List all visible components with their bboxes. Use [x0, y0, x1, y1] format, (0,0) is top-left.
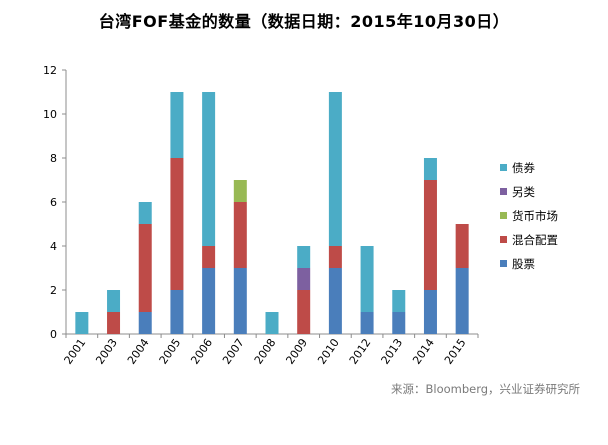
source-note: 来源：Bloomberg，兴业证券研究所: [391, 382, 581, 396]
bars: [75, 92, 469, 334]
bar-segment: [233, 268, 247, 334]
x-tick-label: 2007: [220, 336, 247, 366]
bar-segment: [265, 312, 279, 334]
y-tick-label: 4: [50, 240, 57, 253]
bar-segment: [75, 312, 89, 334]
x-tick-label: 2015: [442, 336, 469, 366]
legend-label: 混合配置: [512, 233, 558, 247]
x-tick-label: 2001: [62, 336, 89, 366]
x-tick-label: 2014: [410, 336, 437, 366]
legend-swatch: [500, 212, 507, 219]
bar-segment: [138, 202, 152, 224]
bar-segment: [202, 268, 216, 334]
bar-segment: [423, 158, 437, 180]
bar-segment: [138, 312, 152, 334]
bar-segment: [423, 290, 437, 334]
legend-swatch: [500, 164, 507, 171]
legend-swatch: [500, 188, 507, 195]
bar-segment: [107, 312, 121, 334]
bar-segment: [233, 180, 247, 202]
bar-segment: [170, 290, 184, 334]
y-tick-label: 12: [43, 64, 57, 77]
bar-segment: [360, 312, 374, 334]
bar-segment: [297, 246, 311, 268]
legend-label: 债券: [512, 161, 535, 175]
legend-label: 货币市场: [512, 209, 558, 223]
bar-segment: [107, 290, 121, 312]
x-tick-label: 2009: [283, 336, 310, 366]
y-tick-label: 2: [50, 284, 57, 297]
bar-segment: [170, 158, 184, 290]
bar-segment: [455, 268, 469, 334]
x-tick-label: 2013: [379, 336, 406, 366]
x-tick-label: 2012: [347, 336, 374, 366]
bar-segment: [170, 92, 184, 158]
bar-segment: [202, 92, 216, 246]
y-tick-label: 10: [43, 108, 57, 121]
x-tick-label: 2003: [93, 336, 120, 366]
bar-segment: [423, 180, 437, 290]
bar-segment: [297, 268, 311, 290]
legend-swatch: [500, 260, 507, 267]
bar-segment: [328, 92, 342, 246]
x-tick-label: 2005: [157, 336, 184, 366]
bar-segment: [328, 246, 342, 268]
bar-segment: [392, 312, 406, 334]
x-tick-label: 2004: [125, 336, 152, 366]
y-tick-label: 8: [50, 152, 57, 165]
legend-swatch: [500, 236, 507, 243]
bar-segment: [328, 268, 342, 334]
y-tick-label: 6: [50, 196, 57, 209]
legend-label: 股票: [512, 257, 535, 271]
chart-title: 台湾FOF基金的数量（数据日期：2015年10月30日）: [98, 12, 510, 31]
bar-segment: [138, 224, 152, 312]
bar-segment: [392, 290, 406, 312]
bar-segment: [233, 202, 247, 268]
bar-segment: [202, 246, 216, 268]
bar-segment: [360, 246, 374, 312]
legend-label: 另类: [512, 185, 535, 199]
y-tick-label: 0: [50, 328, 57, 341]
x-tick-label: 2006: [188, 336, 215, 366]
bar-segment: [455, 224, 469, 268]
bar-segment: [297, 290, 311, 334]
x-tick-label: 2010: [315, 336, 342, 366]
x-tick-label: 2008: [252, 336, 279, 366]
